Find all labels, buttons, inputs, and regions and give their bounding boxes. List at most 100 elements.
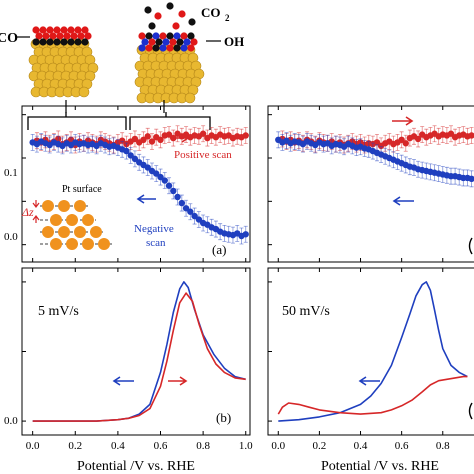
negative-scan-point	[161, 177, 168, 184]
pt-atom	[184, 92, 196, 104]
adsorbate-molecule	[190, 38, 198, 46]
error-bar-cap	[179, 194, 184, 212]
panel-b-ytick-0.0: 0.0	[4, 415, 18, 427]
error-bar-cap	[448, 167, 453, 185]
panel-a-label: (a)	[212, 242, 226, 257]
pt-atom	[66, 214, 78, 226]
negative-scan-point	[178, 199, 186, 207]
adsorbate-molecule	[180, 32, 188, 40]
error-bar-cap	[141, 131, 146, 149]
error-bar-cap	[387, 133, 392, 150]
pt-atom	[50, 238, 62, 250]
error-bar-cap	[162, 172, 167, 189]
pt-atom	[78, 86, 90, 98]
co2-molecule	[178, 10, 186, 18]
co2-molecule	[154, 12, 162, 20]
positive-scan-arrow	[170, 133, 190, 143]
error-bar-cap	[432, 164, 437, 182]
error-bar-cap	[313, 136, 318, 154]
panel-b-ticks	[22, 268, 247, 435]
pt-atom	[42, 226, 54, 238]
negative-scan-point	[144, 164, 151, 171]
adsorbate-molecule	[166, 32, 174, 40]
panel-d-xlabel: Potential /V vs. RHE	[321, 459, 439, 474]
error-bar-cap	[184, 199, 189, 217]
error-bar-cap	[98, 134, 103, 152]
positive-scan-point	[131, 135, 139, 143]
error-bar-cap	[171, 182, 176, 200]
error-bar-cap	[354, 139, 359, 156]
co2-label: CO 2	[201, 5, 230, 23]
panel-c	[267, 105, 474, 263]
error-bar-cap	[188, 128, 193, 146]
error-bar-cap	[329, 137, 334, 155]
adsorbate-molecule	[169, 38, 177, 46]
negative-scan-arrow	[136, 194, 156, 204]
co-molecule	[74, 26, 82, 34]
co2-label-subscript: 2	[225, 13, 230, 23]
co-molecule	[81, 26, 89, 34]
adsorbate-molecule	[187, 44, 195, 52]
error-bar-cap	[453, 167, 458, 185]
x-tick-label: 0.4	[354, 440, 368, 452]
error-bar-cap	[230, 226, 235, 244]
error-bar-cap	[230, 129, 235, 147]
panel-b-red-arrow	[168, 376, 188, 386]
pt-cluster-co-oxidizing	[134, 2, 205, 104]
negative-scan-label-line2: scan	[146, 237, 166, 249]
panel-d-label-fragment	[468, 402, 473, 420]
error-bar-cap	[51, 134, 56, 151]
error-bar-cap	[39, 133, 44, 150]
negative-scan-point	[123, 147, 130, 155]
error-bar-cap	[465, 127, 470, 145]
pt-atom	[42, 200, 54, 212]
pt-atom	[82, 238, 94, 250]
co2-molecule	[166, 2, 174, 10]
negative-scan-point	[182, 205, 190, 212]
adsorbate-molecule	[166, 44, 174, 52]
error-bar-cap	[196, 127, 201, 145]
adsorbate-molecule	[176, 38, 184, 46]
negative-scan-point	[153, 170, 160, 177]
error-bar-cap	[145, 159, 150, 176]
error-bar-cap	[175, 188, 180, 206]
error-bar-cap	[411, 159, 416, 176]
positive-scan-line	[277, 375, 468, 415]
co-molecule	[56, 32, 64, 40]
co-molecule	[67, 26, 75, 34]
error-bar-cap	[141, 156, 146, 174]
x-tick-label: 0.6	[154, 440, 168, 452]
error-bar-cap	[222, 225, 227, 242]
error-bar-cap	[192, 127, 197, 144]
error-bar-cap	[222, 127, 227, 145]
error-bar-cap	[154, 165, 159, 182]
co2-molecule	[172, 22, 180, 30]
error-bar-cap	[213, 128, 218, 146]
co-molecule	[74, 38, 82, 46]
pt-atom	[66, 238, 78, 250]
co-molecule	[39, 38, 47, 46]
error-bar-cap	[77, 135, 82, 153]
error-bar-cap	[428, 127, 433, 144]
error-bar-cap	[276, 131, 281, 149]
co-molecule	[49, 32, 57, 40]
co-molecule	[84, 32, 92, 40]
error-bar-cap	[201, 125, 206, 143]
error-bar-cap	[383, 147, 388, 165]
co-molecule	[77, 32, 85, 40]
error-bar-cap	[465, 169, 470, 187]
pt-cluster-co-covered	[28, 26, 99, 98]
error-bar-cap	[440, 166, 445, 183]
positive-scan-point	[118, 137, 126, 144]
error-bar-cap	[453, 128, 458, 146]
error-bar-cap	[284, 132, 289, 150]
panel-b-xticklabels: 0.0 0.2 0.4 0.6 0.8 1.0	[26, 440, 253, 452]
error-bar-cap	[196, 211, 201, 228]
x-tick-label: 0.2	[68, 440, 82, 452]
error-bar-cap	[111, 137, 116, 155]
negative-scan-point	[131, 155, 139, 163]
adsorbate-molecule	[145, 32, 153, 40]
error-bar-cap	[175, 125, 180, 143]
error-bar-cap	[469, 127, 474, 144]
